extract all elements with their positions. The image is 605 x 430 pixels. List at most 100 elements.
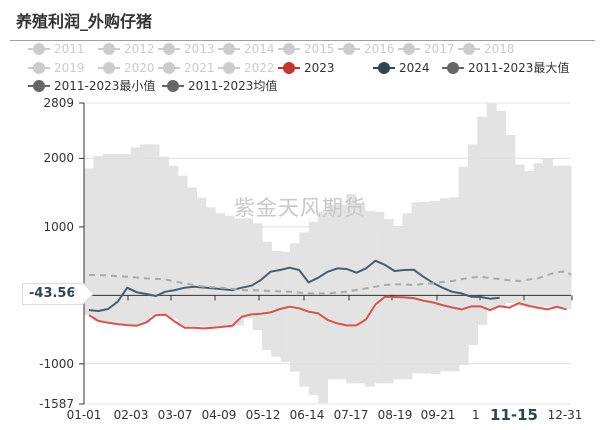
band-bar bbox=[514, 164, 525, 306]
band-bar bbox=[421, 201, 432, 374]
legend-item-2022[interactable]: 2022 bbox=[218, 61, 275, 75]
x-tick-label: 01-01 bbox=[66, 408, 102, 422]
legend-label: 2017 bbox=[424, 42, 455, 56]
y-tick-label: -1587 bbox=[39, 397, 74, 411]
series-line-2011-2023均值 bbox=[89, 270, 572, 295]
band-bar bbox=[346, 194, 357, 384]
legend-label: 2012 bbox=[124, 42, 155, 56]
band-bar bbox=[355, 203, 366, 384]
legend-item-2013[interactable]: 2013 bbox=[158, 42, 215, 56]
x-tick-label: 10-24 bbox=[472, 408, 480, 422]
band-bar bbox=[542, 158, 553, 307]
band-bar bbox=[140, 144, 151, 323]
legend-item-2024[interactable]: 2024 bbox=[373, 61, 430, 75]
legend-marker-icon bbox=[218, 42, 240, 56]
band-bar bbox=[561, 165, 572, 310]
band-bar bbox=[130, 147, 141, 326]
watermark: 紫金天风期货 bbox=[234, 196, 366, 220]
legend-label: 2011-2023均值 bbox=[188, 79, 278, 93]
x-tick-label: 08-19 bbox=[377, 408, 413, 422]
band-bar bbox=[486, 102, 497, 309]
band-bar bbox=[252, 223, 263, 331]
axis-pointer-y-label: -43.56 bbox=[22, 283, 83, 305]
legend-marker-icon bbox=[158, 61, 180, 75]
legend-item-2011[interactable]: 2011 bbox=[28, 42, 85, 56]
legend-item-2016[interactable]: 2016 bbox=[338, 42, 395, 56]
legend-label: 2015 bbox=[304, 42, 335, 56]
band-bar bbox=[449, 197, 460, 372]
legend-marker-icon bbox=[158, 42, 180, 56]
legend-item-2015[interactable]: 2015 bbox=[278, 42, 335, 56]
band-bar bbox=[158, 156, 169, 316]
x-tick-label: 11-15 bbox=[488, 406, 540, 424]
band-bar bbox=[177, 175, 188, 327]
band-bar bbox=[102, 154, 113, 323]
band-bar bbox=[411, 202, 422, 374]
legend-marker-icon bbox=[442, 61, 464, 75]
legend-marker-icon bbox=[28, 42, 50, 56]
x-tick-label: 06-14 bbox=[289, 408, 325, 422]
legend-marker-icon bbox=[218, 61, 240, 75]
band-bar bbox=[467, 144, 478, 345]
band-bar bbox=[458, 166, 469, 366]
legend-label: 2024 bbox=[399, 61, 430, 75]
legend-marker-icon bbox=[338, 42, 360, 56]
x-tick-label: 03-07 bbox=[157, 408, 193, 422]
legend-item-2011-2023均值[interactable]: 2011-2023均值 bbox=[162, 79, 277, 93]
x-tick-label: 04-09 bbox=[201, 408, 237, 422]
legend-item-2012[interactable]: 2012 bbox=[98, 42, 155, 56]
legend-label: 2011-2023最小值 bbox=[54, 79, 156, 93]
legend-label: 2011 bbox=[54, 42, 85, 56]
band-bar bbox=[318, 212, 329, 404]
band-bar bbox=[261, 241, 272, 351]
band-bar bbox=[196, 197, 207, 327]
x-tick-label: 07-17 bbox=[333, 408, 369, 422]
legend-label: 2016 bbox=[364, 42, 395, 56]
band-bar bbox=[233, 218, 244, 326]
legend-marker-icon bbox=[398, 42, 420, 56]
legend-marker-icon bbox=[162, 79, 184, 93]
legend-item-2014[interactable]: 2014 bbox=[218, 42, 275, 56]
legend-marker-icon bbox=[278, 42, 300, 56]
x-tick-label: 02-03 bbox=[113, 408, 149, 422]
band-bar bbox=[402, 213, 413, 380]
band-bar bbox=[187, 187, 197, 327]
legend-item-2019[interactable]: 2019 bbox=[28, 61, 85, 75]
band-bar bbox=[224, 215, 235, 328]
legend-marker-icon bbox=[278, 61, 300, 75]
legend-marker-icon bbox=[28, 79, 50, 93]
legend-item-2020[interactable]: 2020 bbox=[98, 61, 155, 75]
band-bar bbox=[496, 111, 507, 308]
legend-label: 2011-2023最大值 bbox=[468, 61, 570, 75]
band-bar bbox=[205, 207, 216, 329]
x-tick-label: 05-12 bbox=[245, 408, 281, 422]
legend-item-2021[interactable]: 2021 bbox=[158, 61, 215, 75]
legend-label: 2014 bbox=[244, 42, 275, 56]
y-tick-label: -1000 bbox=[39, 356, 74, 371]
legend-marker-icon bbox=[458, 42, 480, 56]
legend-item-2017[interactable]: 2017 bbox=[398, 42, 455, 56]
legend-label: 2023 bbox=[304, 61, 335, 75]
x-tick-label: 09-21 bbox=[420, 408, 456, 422]
legend-marker-icon bbox=[28, 61, 50, 75]
y-tick-label: 1000 bbox=[43, 219, 74, 234]
band-bar bbox=[552, 165, 563, 310]
band-bar bbox=[477, 116, 488, 326]
band-bar bbox=[393, 226, 404, 380]
series-line-2024 bbox=[88, 259, 500, 312]
band-bar bbox=[112, 154, 123, 324]
band-bar bbox=[505, 135, 516, 304]
legend-marker-icon bbox=[373, 61, 395, 75]
band-bar bbox=[308, 221, 319, 396]
band-bar bbox=[149, 144, 160, 317]
title-divider bbox=[10, 40, 595, 41]
band-bar bbox=[271, 251, 282, 357]
legend-item-2011-2023最大值[interactable]: 2011-2023最大值 bbox=[442, 61, 569, 75]
legend-item-2011-2023最小值[interactable]: 2011-2023最小值 bbox=[28, 79, 155, 93]
legend-label: 2018 bbox=[484, 42, 515, 56]
band-bar bbox=[383, 219, 394, 384]
legend-item-2018[interactable]: 2018 bbox=[458, 42, 515, 56]
band-bar bbox=[439, 198, 450, 372]
legend-item-2023[interactable]: 2023 bbox=[278, 61, 335, 75]
